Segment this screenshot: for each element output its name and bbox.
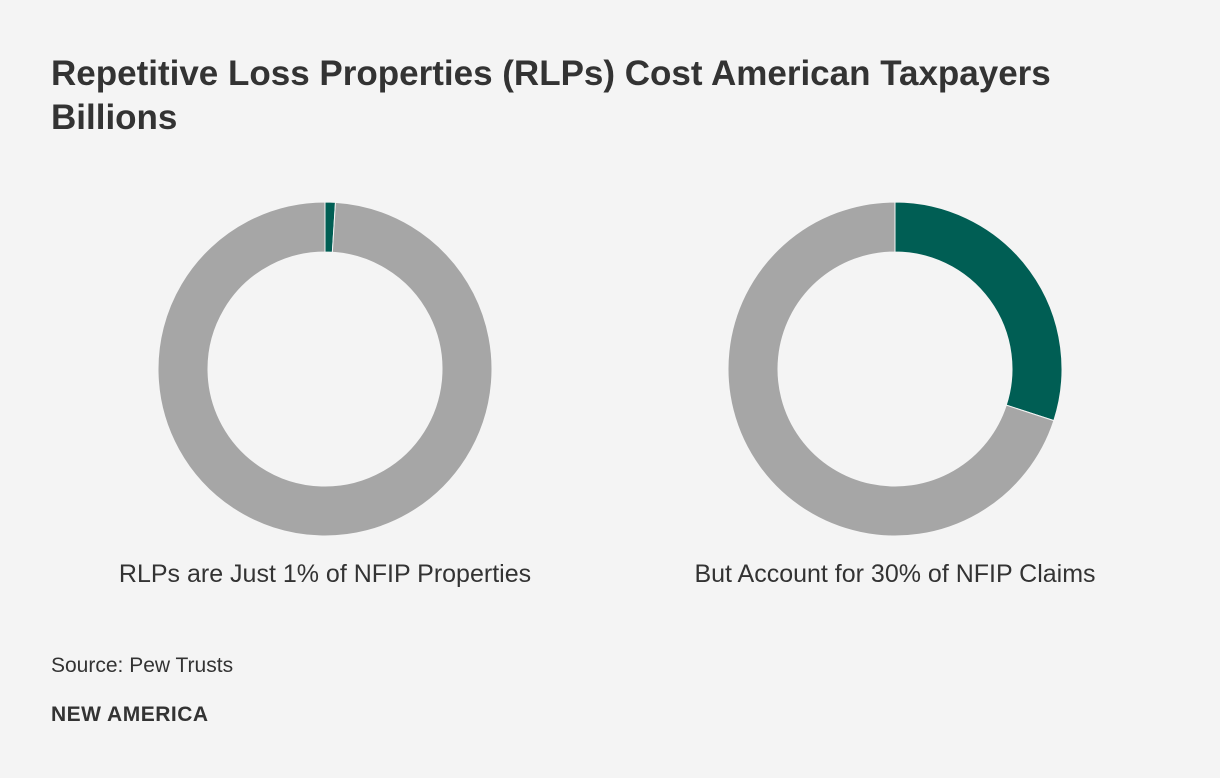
caption-properties: RLPs are Just 1% of NFIP Properties xyxy=(118,560,532,588)
donut-slice-rlps xyxy=(894,201,1063,422)
caption-claims: But Account for 30% of NFIP Claims xyxy=(694,560,1096,588)
donut-chart-claims xyxy=(727,201,1063,537)
donut-slice-other-nfip-properties xyxy=(157,201,493,537)
donut-slice-other-nfip-claims xyxy=(727,201,1055,537)
source-note: Source: Pew Trusts xyxy=(51,654,234,677)
chart-title: Repetitive Loss Properties (RLPs) Cost A… xyxy=(51,54,1051,137)
donut-chart-properties xyxy=(157,201,493,537)
brand-logo-text: NEW AMERICA xyxy=(51,703,209,726)
